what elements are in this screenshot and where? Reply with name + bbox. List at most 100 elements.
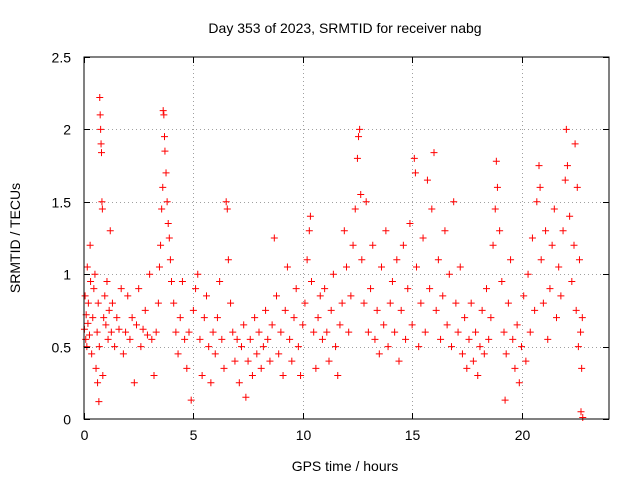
data-point [233, 335, 241, 343]
data-point [192, 285, 200, 293]
data-point [520, 292, 528, 300]
data-point [301, 299, 309, 307]
data-point [130, 379, 138, 387]
x-tick-label: 15 [405, 427, 421, 443]
data-point [522, 357, 530, 365]
data-point [185, 328, 193, 336]
data-point [399, 241, 407, 249]
data-point [373, 306, 381, 314]
data-point [336, 321, 344, 329]
data-point [445, 270, 453, 278]
data-point [96, 111, 104, 119]
data-point [108, 299, 116, 307]
data-point [474, 372, 482, 380]
data-point [472, 328, 480, 336]
data-point [493, 183, 501, 191]
data-point [577, 408, 585, 416]
data-point [222, 198, 230, 206]
data-point [557, 292, 565, 300]
data-point [316, 292, 324, 300]
y-tick-label: 0.5 [52, 340, 72, 356]
data-point [555, 263, 563, 271]
data-point [351, 205, 359, 213]
data-point [141, 306, 149, 314]
data-point [244, 357, 252, 365]
data-point [408, 321, 416, 329]
data-point [124, 292, 132, 300]
data-point [458, 350, 466, 358]
data-point [255, 328, 263, 336]
data-point [578, 314, 586, 322]
data-point [87, 277, 95, 285]
data-point [531, 306, 539, 314]
data-point [360, 299, 368, 307]
data-point [84, 319, 92, 327]
data-point [264, 335, 272, 343]
data-points [80, 94, 587, 422]
data-point [84, 299, 92, 307]
data-point [113, 314, 121, 322]
data-point [259, 343, 267, 351]
data-point [158, 205, 166, 213]
data-point [119, 350, 127, 358]
data-point [157, 241, 165, 249]
data-point [170, 299, 178, 307]
data-point [133, 321, 140, 329]
data-point [329, 270, 337, 278]
data-point [347, 292, 355, 300]
data-point [544, 335, 552, 343]
data-point [571, 140, 579, 148]
data-point [83, 263, 91, 271]
data-point [292, 285, 300, 293]
data-point [357, 191, 365, 199]
data-point [273, 292, 280, 300]
data-point [97, 125, 105, 133]
data-point [561, 176, 569, 184]
data-point [194, 270, 202, 278]
data-point [448, 343, 455, 351]
data-point [155, 263, 163, 271]
data-point [369, 241, 377, 249]
data-point [492, 157, 500, 165]
data-point [224, 256, 232, 264]
data-point [99, 372, 107, 380]
data-point [103, 277, 111, 285]
data-point [334, 372, 342, 380]
data-point [417, 299, 425, 307]
data-point [100, 314, 108, 322]
data-point [463, 364, 471, 372]
data-point [308, 277, 315, 285]
data-point [430, 149, 438, 157]
data-point [305, 227, 313, 235]
data-point [469, 357, 477, 365]
data-point [426, 285, 434, 293]
data-point [115, 325, 123, 333]
data-point [161, 133, 168, 141]
data-point [314, 314, 322, 322]
data-point [404, 285, 412, 293]
data-point [542, 227, 550, 235]
data-point [441, 227, 449, 235]
data-point [572, 306, 580, 314]
data-point [159, 107, 167, 115]
data-point [421, 328, 429, 336]
data-point [246, 335, 254, 343]
data-point [518, 343, 525, 351]
data-point [88, 350, 96, 358]
data-point [81, 292, 89, 300]
data-point [454, 328, 462, 336]
data-point [91, 270, 99, 278]
data-point [410, 154, 418, 162]
data-point [183, 364, 191, 372]
data-point [94, 379, 102, 387]
data-point [413, 263, 420, 271]
data-point [128, 314, 136, 322]
data-point [187, 396, 195, 404]
data-point [353, 154, 361, 162]
data-point [270, 234, 278, 242]
x-tick-label: 0 [81, 427, 89, 443]
data-point [220, 364, 228, 372]
data-point [277, 328, 285, 336]
data-point [345, 328, 353, 336]
data-point [358, 256, 366, 264]
